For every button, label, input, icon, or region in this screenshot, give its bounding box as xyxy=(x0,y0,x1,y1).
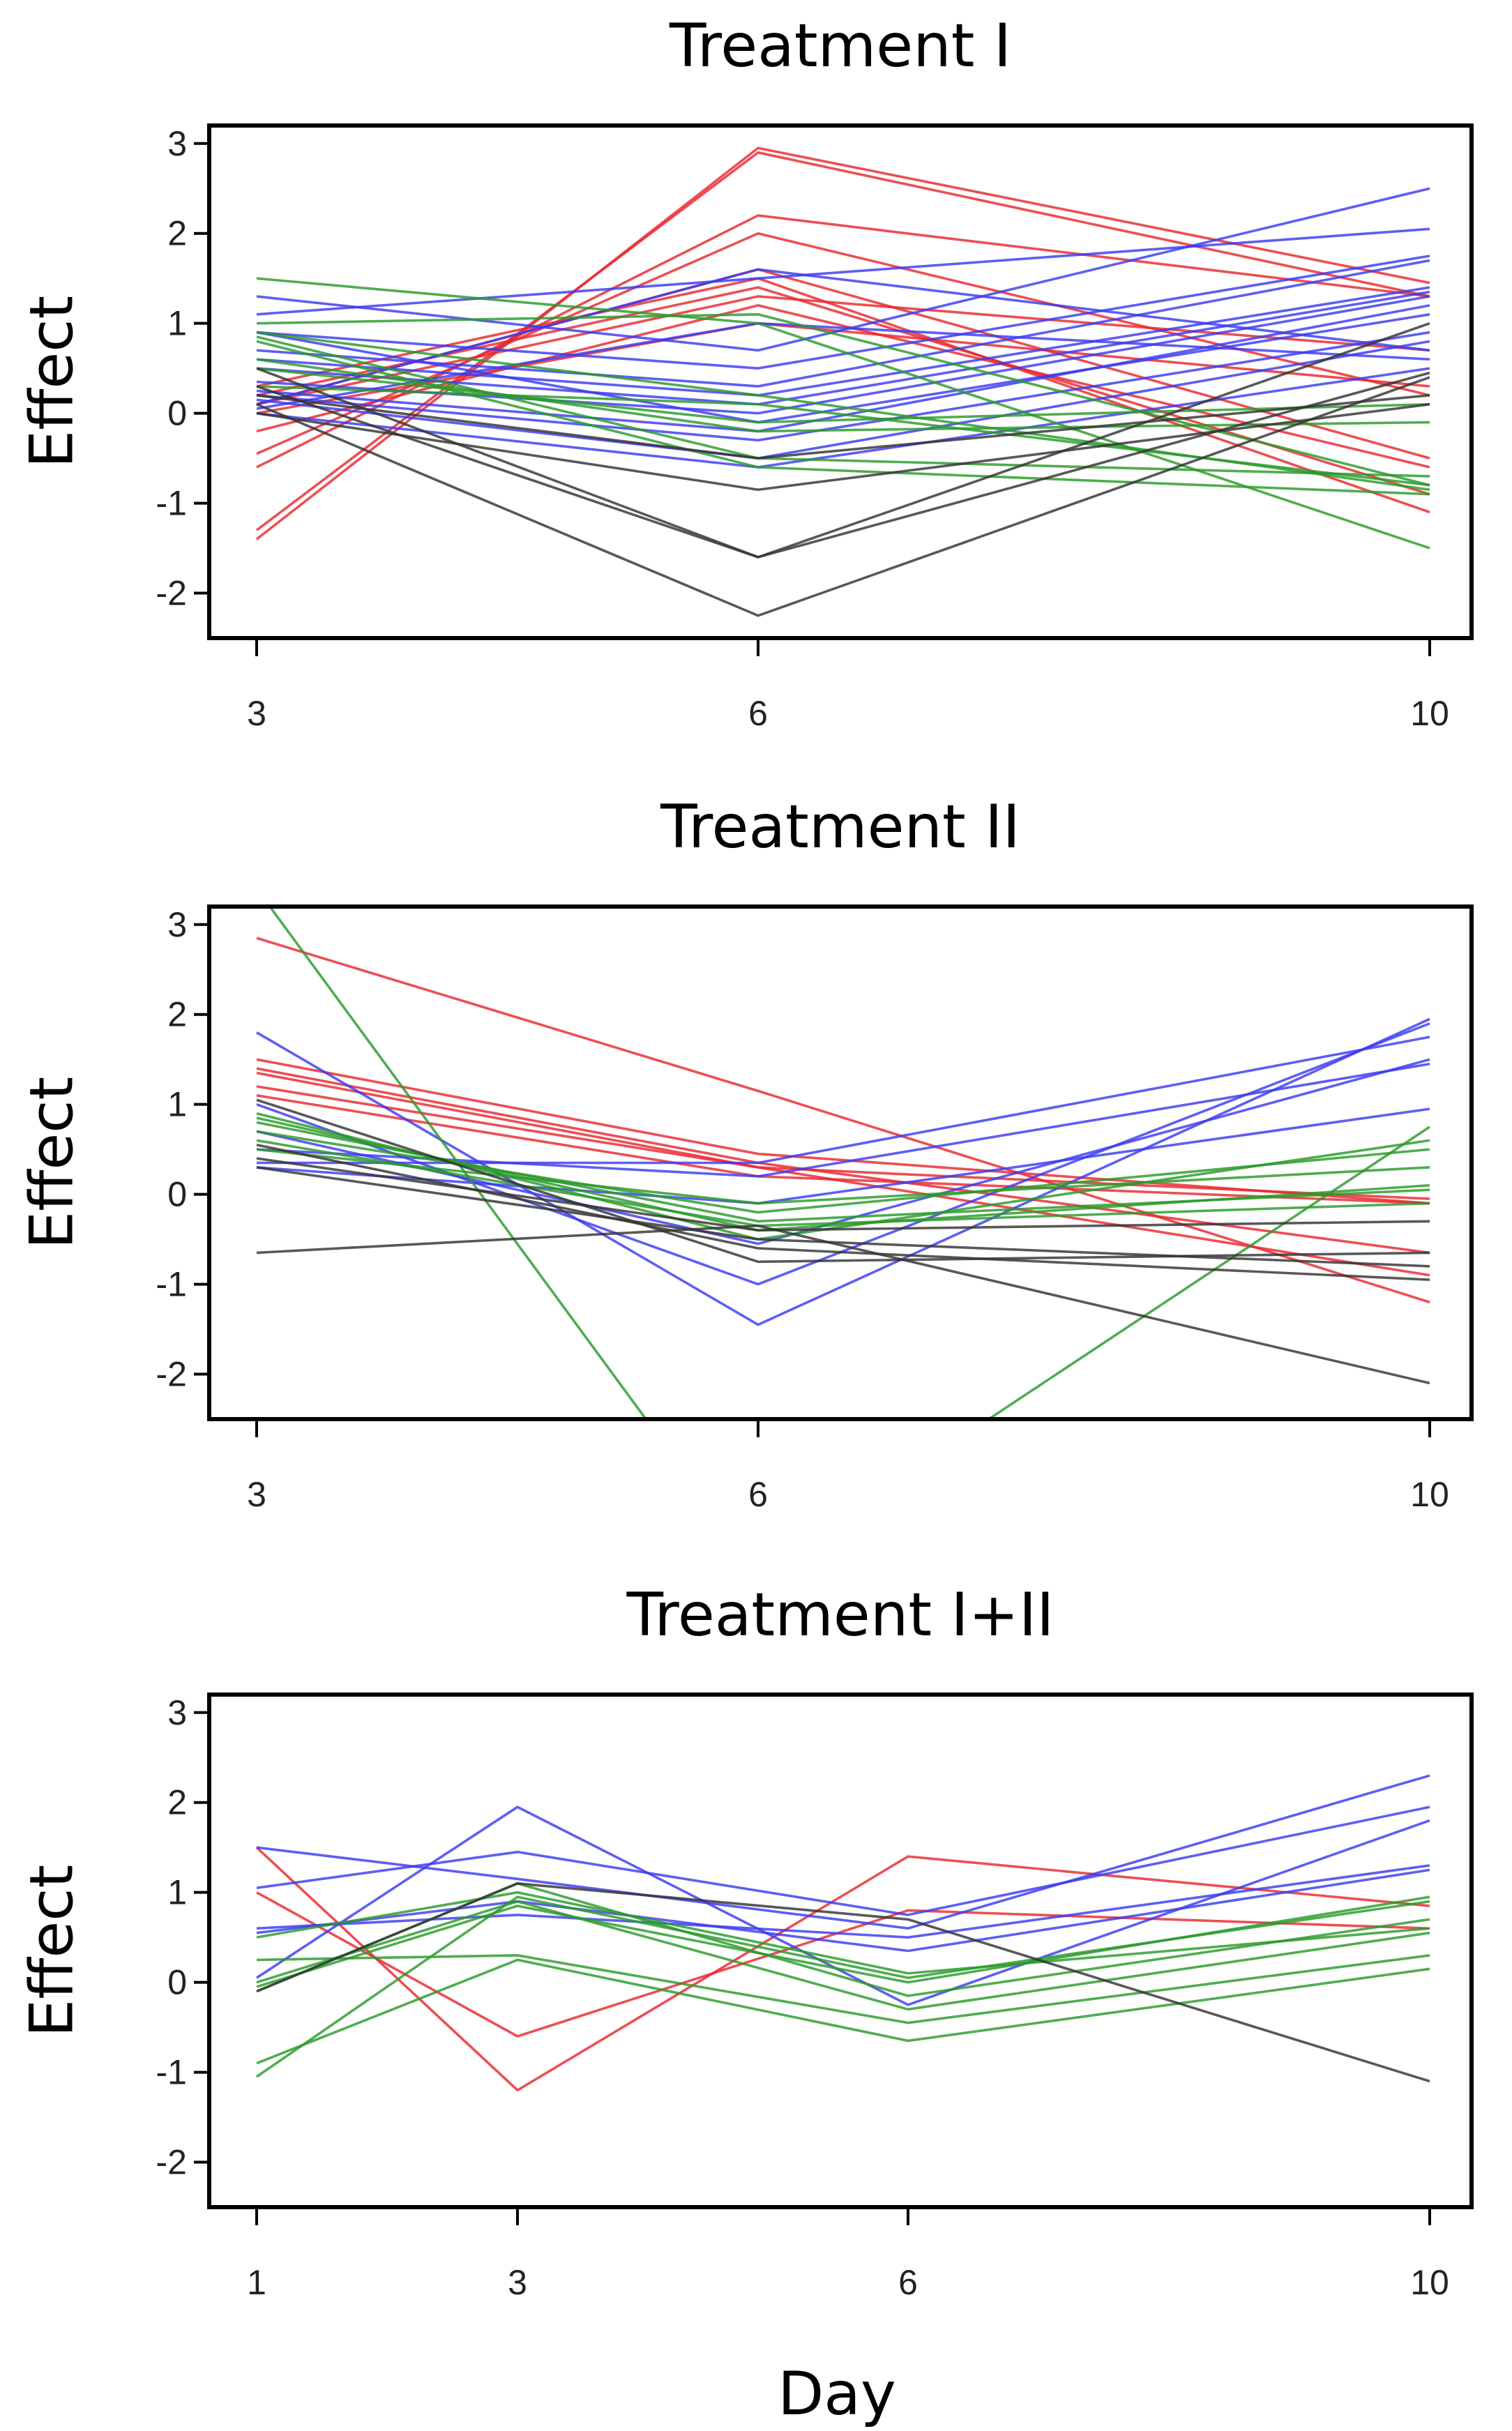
series-line-red xyxy=(256,295,1430,406)
y-tick-label: 3 xyxy=(167,1693,187,1732)
y-tick-label: -1 xyxy=(156,484,187,523)
series-line-green xyxy=(256,385,1430,487)
series-line-black xyxy=(256,1224,1430,1385)
series-line-blue xyxy=(256,1022,1430,1286)
y-tick-label: -2 xyxy=(156,574,187,613)
x-tick-label: 3 xyxy=(247,1475,266,1514)
series-line-blue xyxy=(256,227,1430,316)
x-tick-label: 6 xyxy=(748,1475,768,1514)
series-line-green xyxy=(256,312,1430,487)
y-tick-label: -2 xyxy=(156,2143,187,2182)
y-tick-label: -1 xyxy=(156,1265,187,1304)
y-axis-label: Effect xyxy=(17,1865,86,2038)
series-line-blue xyxy=(256,268,1430,406)
x-tick-label: 10 xyxy=(1410,694,1449,733)
series-line-black xyxy=(256,376,1430,617)
x-tick-label: 10 xyxy=(1410,1475,1449,1514)
y-tick-label: 1 xyxy=(167,1873,187,1912)
chart-panel-2: Treatment II Effect -2 -1 0 1 2 3 3 6 10 xyxy=(17,792,1474,1514)
y-tick-label: 1 xyxy=(167,304,187,343)
series-line-green xyxy=(256,1900,1430,2011)
series-line-black xyxy=(256,402,1430,492)
series-line-red xyxy=(255,146,1430,540)
series-line-green xyxy=(268,907,1430,1419)
series-group xyxy=(256,907,1430,1419)
series-line-red xyxy=(256,1891,1430,2038)
series-line-blue xyxy=(256,331,1430,442)
series-line-blue xyxy=(256,1805,1430,1916)
chart-panel-1: Treatment I Effect -2 -1 0 1 2 3 3 6 10 xyxy=(17,11,1474,733)
chart-title: Treatment II xyxy=(660,792,1020,862)
series-line-green xyxy=(256,367,1430,424)
series-line-blue xyxy=(256,255,1430,370)
plot-frame xyxy=(207,123,1474,640)
y-tick-label: -2 xyxy=(156,1355,187,1394)
series-line-blue xyxy=(256,1868,1430,1953)
y-tick-label: -1 xyxy=(156,2053,187,2092)
y-tick-label: 3 xyxy=(167,905,187,944)
chart-title: Treatment I xyxy=(669,11,1011,81)
chart-title: Treatment I+II xyxy=(626,1580,1054,1650)
series-line-red xyxy=(256,937,1430,1304)
series-line-black xyxy=(256,394,1430,460)
series-group xyxy=(255,146,1430,617)
x-tick-label: 6 xyxy=(898,2263,918,2302)
series-line-red xyxy=(256,1085,1430,1200)
series-group xyxy=(255,1774,1430,2092)
series-line-green xyxy=(256,1954,1430,2024)
y-tick-label: 0 xyxy=(167,394,187,433)
series-line-green xyxy=(256,1895,1430,1988)
y-tick-label: 2 xyxy=(167,1783,187,1822)
y-tick-label: 0 xyxy=(167,1963,187,2002)
series-line-black xyxy=(256,1881,1430,2083)
x-tick-label: 3 xyxy=(247,694,266,733)
plot-frame xyxy=(207,904,1474,1421)
series-line-green xyxy=(255,1895,1430,2078)
x-tick-label: 1 xyxy=(247,2263,266,2302)
y-axis-label: Effect xyxy=(17,296,86,469)
series-line-blue xyxy=(256,1805,1430,2006)
series-line-black xyxy=(256,1143,1430,1281)
series-line-red xyxy=(256,1058,1430,1205)
series-line-black xyxy=(256,1166,1430,1268)
series-line-red xyxy=(256,1094,1430,1205)
y-tick-label: 3 xyxy=(167,124,187,163)
x-tick-label: 10 xyxy=(1410,2263,1449,2302)
x-tick-label: 6 xyxy=(748,694,768,733)
y-tick-label: 0 xyxy=(167,1175,187,1214)
series-line-green xyxy=(256,277,1430,550)
y-tick-label: 2 xyxy=(167,214,187,253)
x-tick-label: 3 xyxy=(508,2263,527,2302)
series-line-green xyxy=(256,1148,1430,1205)
series-line-black xyxy=(256,321,1430,559)
series-line-green xyxy=(256,1958,1430,2065)
series-line-blue xyxy=(256,1774,1430,1930)
series-line-red xyxy=(255,151,1430,531)
series-line-black xyxy=(256,1098,1430,1264)
series-line-green xyxy=(256,1121,1430,1223)
series-line-green xyxy=(256,358,1430,433)
y-tick-label: 1 xyxy=(167,1085,187,1124)
x-axis-label: Day xyxy=(778,2359,896,2429)
series-line-blue xyxy=(257,1036,1430,1165)
series-line-red xyxy=(256,304,1430,469)
series-line-green xyxy=(256,1891,1430,1975)
series-line-green xyxy=(256,1130,1430,1214)
y-tick-label: 2 xyxy=(167,995,187,1034)
series-line-black xyxy=(256,1157,1430,1232)
plot-frame xyxy=(207,1692,1474,2209)
chart-panel-3: Treatment I+II Effect -2 -1 0 1 2 3 1 3 6 10 xyxy=(17,1580,1474,2302)
y-axis-label: Effect xyxy=(17,1077,86,1250)
series-line-blue xyxy=(256,187,1430,352)
